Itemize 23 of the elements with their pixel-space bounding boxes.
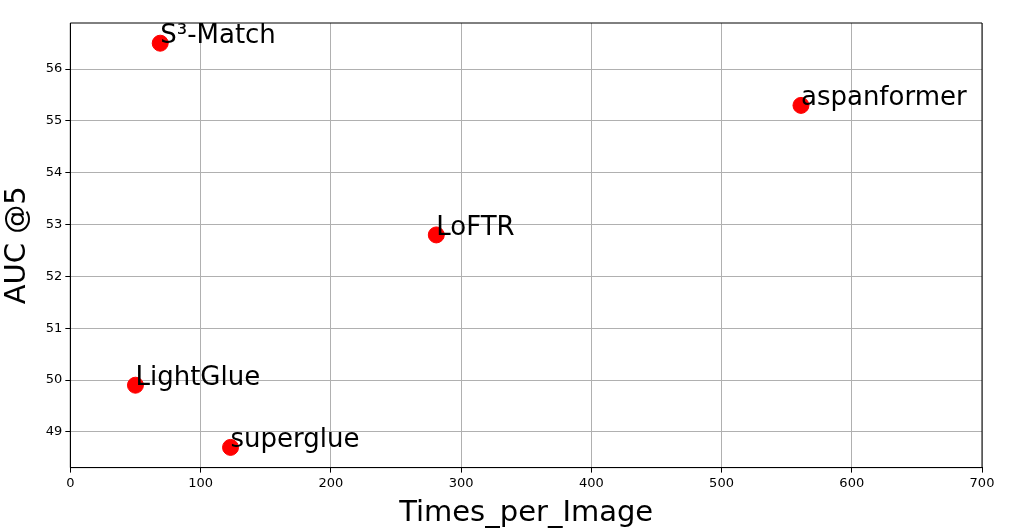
- x-axis-title: Times_per_Image: [398, 494, 654, 529]
- y-tick-label: 52: [45, 267, 63, 283]
- y-tick-label: 49: [45, 423, 63, 439]
- annotation: LightGlue: [135, 361, 261, 392]
- x-tick-label: 200: [318, 474, 344, 490]
- y-tick-label: 53: [45, 215, 63, 231]
- annotation: aspanformer: [800, 81, 967, 112]
- x-tick-label: 300: [448, 474, 474, 490]
- x-tick-label: 0: [66, 474, 75, 490]
- y-tick-label: 56: [45, 60, 63, 76]
- y-axis-title: AUC @5: [0, 186, 32, 305]
- x-tick-label: 400: [578, 474, 604, 490]
- x-tick-label: 100: [188, 474, 213, 490]
- y-tick-label: 55: [45, 112, 63, 128]
- x-tick-label: 600: [839, 474, 865, 490]
- annotation: superglue: [230, 423, 360, 454]
- y-tick-label: 50: [45, 371, 63, 387]
- y-tick-label: 51: [45, 319, 63, 335]
- y-tick-label: 54: [45, 164, 63, 180]
- x-tick-label: 500: [709, 474, 734, 490]
- annotation: LoFTR: [436, 210, 515, 241]
- annotation: S³-Match: [160, 19, 276, 50]
- x-tick-label: 700: [969, 474, 995, 490]
